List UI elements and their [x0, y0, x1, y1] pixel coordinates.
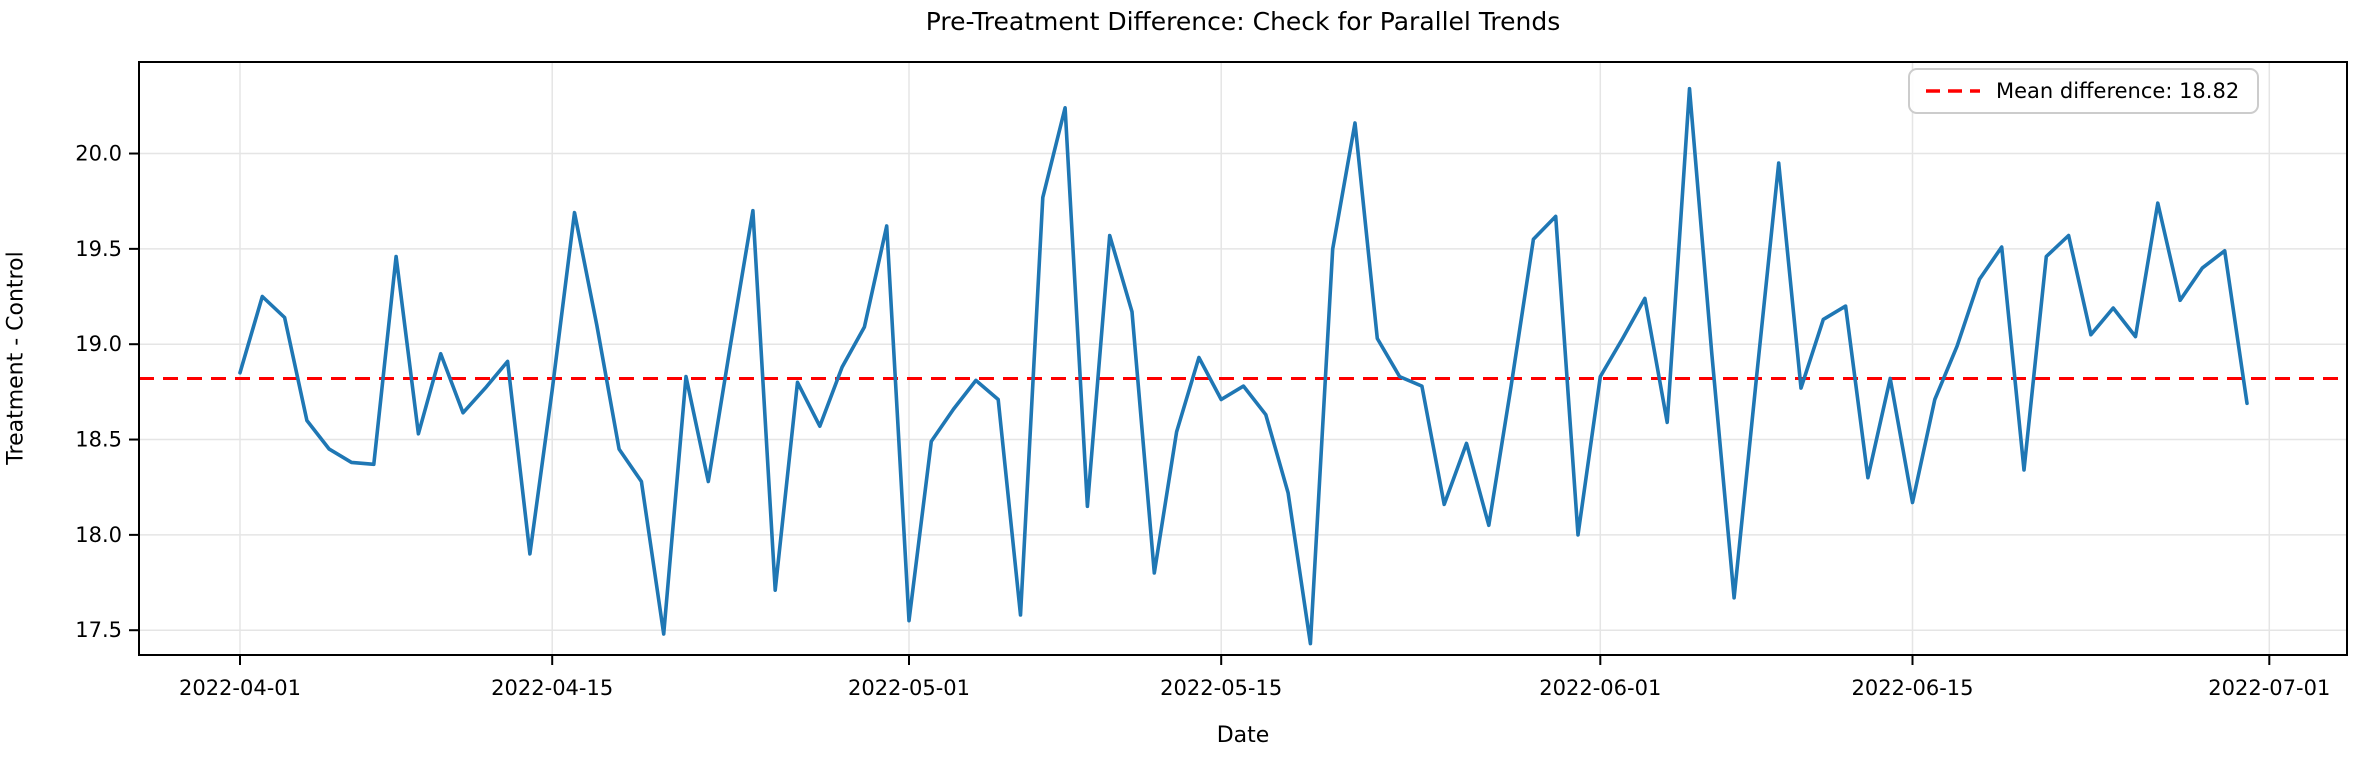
y-axis-label: Treatment - Control — [3, 251, 29, 465]
legend-label: Mean difference: 18.82 — [1996, 79, 2240, 103]
x-tick-label: 2022-04-15 — [491, 676, 613, 700]
tick-label-layer: 17.5 18.0 18.5 19.0 19.5 20.0 2022-04-01 2022-0… — [75, 142, 2330, 700]
y-tick-label: 18.0 — [75, 523, 122, 547]
grid-layer — [139, 62, 2347, 655]
tick-layer — [129, 152, 2271, 665]
y-tick-label: 20.0 — [75, 142, 122, 166]
y-tick-label: 17.5 — [75, 618, 122, 642]
y-tick-label: 19.5 — [75, 237, 122, 261]
legend-dash-icon — [1926, 89, 1980, 93]
x-tick-label: 2022-06-15 — [1851, 676, 1973, 700]
difference-series-line — [238, 86, 2249, 646]
x-tick-label: 2022-04-01 — [179, 676, 301, 700]
axes-frame — [138, 61, 2348, 656]
x-tick-label: 2022-05-15 — [1160, 676, 1282, 700]
x-axis-label: Date — [1216, 723, 1270, 748]
x-tick-label: 2022-06-01 — [1539, 676, 1661, 700]
y-tick-label: 18.5 — [75, 428, 122, 452]
legend: Mean difference: 18.82 — [1908, 68, 2260, 114]
x-tick-label: 2022-05-01 — [848, 676, 970, 700]
chart-title: Pre-Treatment Difference: Check for Para… — [925, 7, 1561, 36]
y-tick-label: 19.0 — [75, 332, 122, 356]
x-tick-label: 2022-07-01 — [2208, 676, 2330, 700]
